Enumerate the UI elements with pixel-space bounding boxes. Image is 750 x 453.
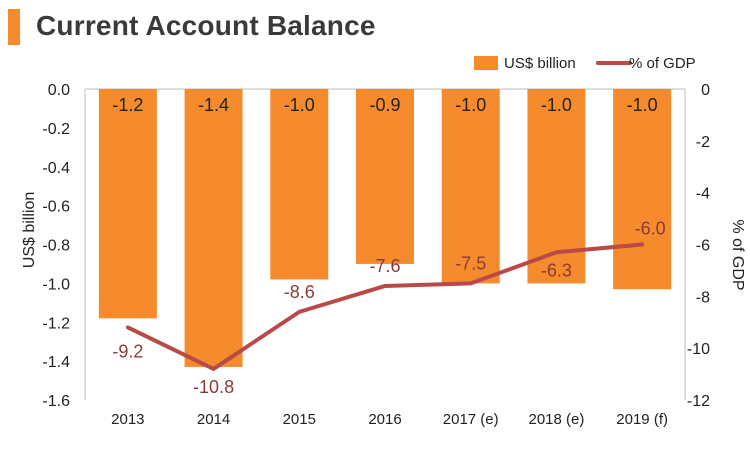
line-data-label: -10.8 — [193, 377, 234, 397]
bar-2019-f- — [613, 89, 672, 290]
bar-data-label: -1.4 — [198, 95, 229, 115]
bar-data-label: -1.0 — [541, 95, 572, 115]
line-data-label: -6.0 — [635, 219, 666, 239]
y-right-tick-label: -10 — [687, 341, 710, 358]
y-left-tick-label: -0.8 — [42, 238, 70, 255]
y-left-tick-label: -0.6 — [42, 199, 70, 216]
y-left-tick-label: -0.2 — [42, 121, 70, 138]
y-left-tick-label: 0.0 — [48, 82, 70, 99]
y-left-tick-label: -1.6 — [42, 393, 70, 410]
x-tick-label: 2019 (f) — [616, 411, 668, 428]
bar-2013 — [98, 89, 157, 319]
legend-bar-swatch — [474, 56, 498, 70]
x-tick-label: 2013 — [111, 411, 144, 428]
y-left-tick-label: -1.2 — [42, 315, 70, 332]
bar-data-label: -1.0 — [284, 95, 315, 115]
y-right-axis-title: % of GDP — [729, 219, 746, 290]
bar-data-label: -1.0 — [455, 95, 486, 115]
bar-2016 — [356, 89, 414, 264]
bar-data-label: -1.2 — [112, 95, 143, 115]
line-data-label: -8.6 — [284, 282, 315, 302]
y-right-tick-label: -8 — [696, 289, 710, 306]
line-data-label: -9.2 — [112, 341, 143, 361]
x-tick-label: 2015 — [283, 411, 316, 428]
y-right-tick-label: -4 — [696, 186, 710, 203]
line-data-label: -7.5 — [455, 253, 486, 273]
y-right-tick-label: -2 — [696, 134, 710, 151]
title-accent-bar — [8, 9, 20, 45]
y-right-tick-label: -12 — [687, 393, 710, 410]
bar-2014 — [184, 89, 243, 367]
gdp-line — [125, 242, 645, 371]
y-left-axis-title: US$ billion — [21, 192, 38, 268]
bar-data-label: -0.9 — [369, 95, 400, 115]
y-left-tick-label: -0.4 — [42, 160, 70, 177]
line-data-label: -6.3 — [541, 260, 572, 280]
y-right-tick-label: -6 — [696, 238, 710, 255]
x-tick-label: 2014 — [197, 411, 230, 428]
y-left-tick-label: -1.4 — [42, 354, 70, 371]
chart-title: Current Account Balance — [36, 10, 376, 41]
line-data-label: -7.6 — [369, 256, 400, 276]
legend-line-label: % of GDP — [629, 55, 696, 72]
x-tick-label: 2016 — [368, 411, 401, 428]
legend-bar-label: US$ billion — [504, 55, 576, 72]
x-tick-label: 2018 (e) — [528, 411, 584, 428]
y-left-tick-label: -1.0 — [42, 276, 70, 293]
bar-data-label: -1.0 — [627, 95, 658, 115]
y-right-tick-label: 0 — [701, 82, 710, 99]
x-tick-label: 2017 (e) — [443, 411, 499, 428]
bar-2015 — [270, 89, 329, 280]
bar-2017-e- — [441, 89, 500, 284]
